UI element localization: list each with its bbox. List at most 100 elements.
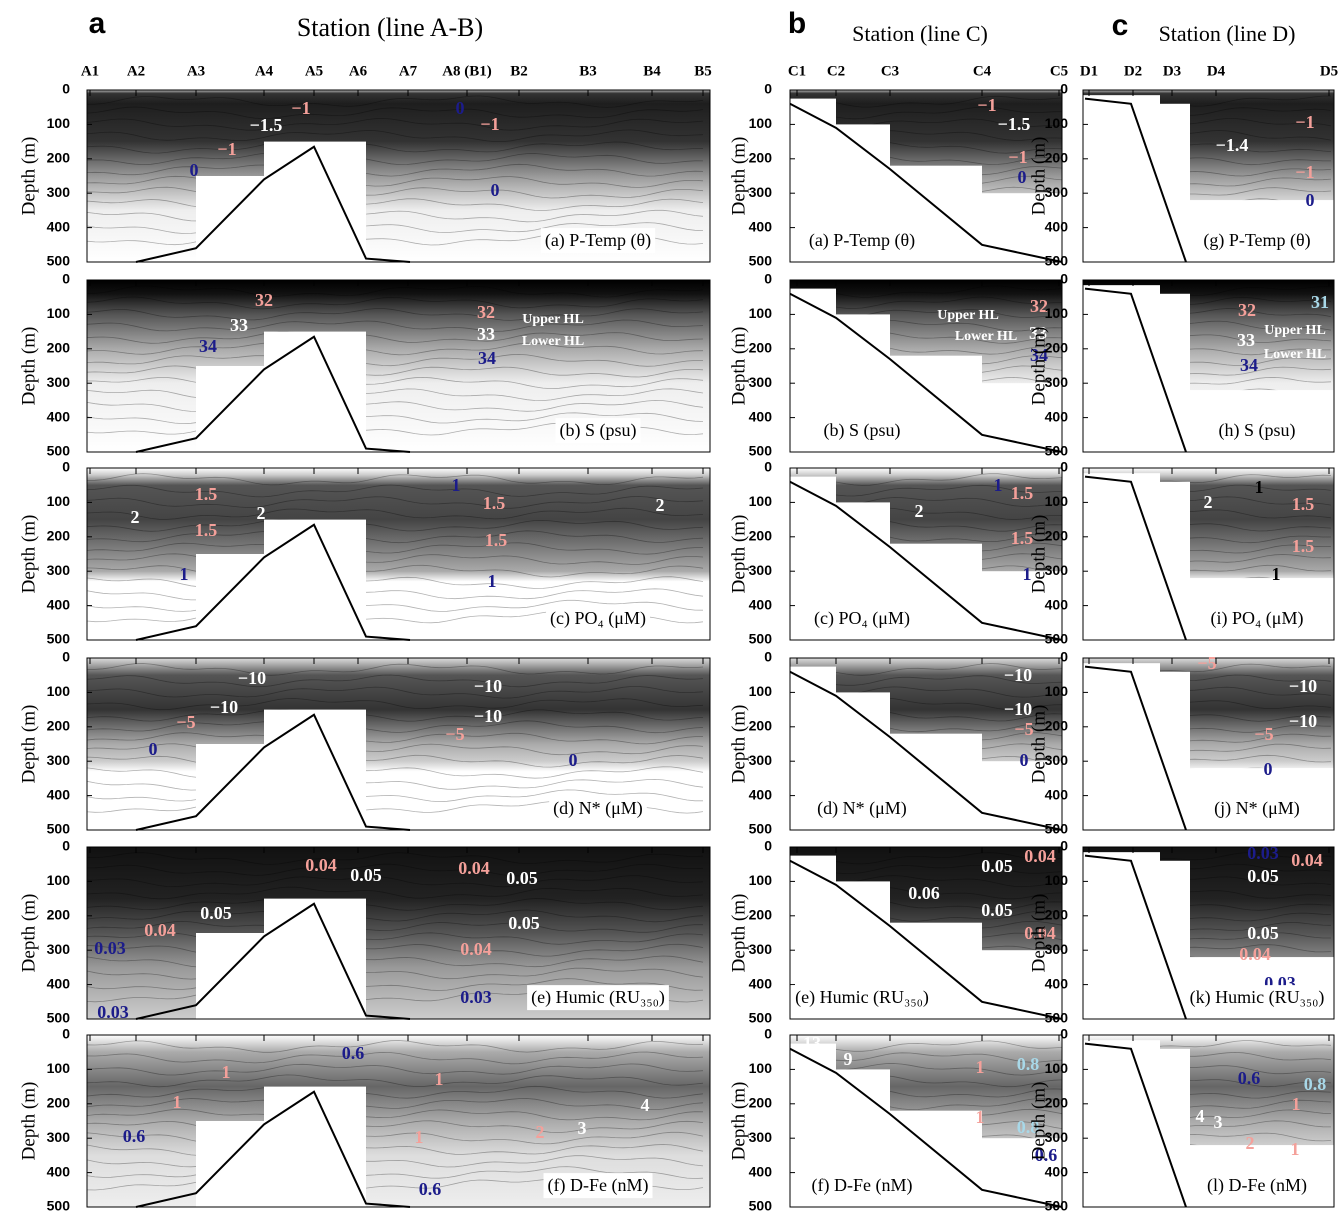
contour-label: −1 — [1295, 162, 1314, 182]
station-label: A6 — [349, 63, 368, 79]
panel-title-bg — [1214, 418, 1300, 444]
y-tick-label: 200 — [47, 150, 71, 166]
no-data-area — [1083, 663, 1160, 830]
contour-label: 32 — [477, 302, 495, 322]
contour-line — [86, 209, 704, 223]
contour-line — [86, 198, 704, 212]
bathymetry — [1084, 287, 1187, 453]
contour-line — [86, 141, 703, 154]
panel-title-bg — [1210, 796, 1304, 822]
contour-label: −1 — [1008, 147, 1027, 167]
contour-line — [86, 564, 704, 578]
contour-label: 1.5 — [1292, 494, 1315, 514]
station-label: C4 — [973, 63, 992, 79]
contour-label: 1 — [976, 1057, 985, 1077]
y-tick-label: 300 — [47, 184, 71, 200]
y-tick-label: 400 — [47, 596, 71, 612]
contour-label: 32 — [1030, 296, 1048, 316]
y-tick-label: 500 — [1045, 1010, 1069, 1026]
y-tick-label: 300 — [1045, 941, 1069, 957]
contour-label: 1 — [180, 564, 189, 584]
contour-label: 4 — [641, 1095, 650, 1115]
contour-label: −1.5 — [998, 114, 1031, 134]
contour-label: −10 — [1004, 665, 1032, 685]
contour-label: 0.03 — [460, 987, 492, 1007]
bathymetry — [135, 335, 411, 453]
contour-label: 0.04 — [1024, 923, 1056, 943]
contour-line — [86, 955, 704, 968]
y-tick-label: 200 — [1045, 718, 1069, 734]
panel-title: (e) Humic (RU₃₅₀) — [795, 987, 929, 1008]
station-label: A7 — [399, 63, 418, 79]
contour-label: −10 — [1289, 711, 1317, 731]
bathymetry — [1084, 854, 1187, 1020]
bathymetry — [789, 292, 1063, 453]
bathymetry — [789, 670, 1063, 831]
no-data-area — [982, 950, 1062, 1019]
contour-line — [86, 496, 704, 509]
no-data-area — [982, 383, 1062, 452]
panel-letter: a — [89, 7, 106, 40]
y-tick-label: 0 — [764, 838, 772, 854]
panel-letter: c — [1112, 9, 1129, 42]
panel-title: (i) PO₄ (μM) — [1211, 608, 1304, 629]
y-tick-label: 200 — [749, 150, 773, 166]
y-tick-label: 400 — [1045, 1163, 1069, 1179]
panel-frame — [1082, 846, 1335, 1020]
station-label: A2 — [127, 63, 145, 79]
contour-line — [86, 175, 704, 188]
no-data-area — [264, 898, 366, 1019]
station-label: A4 — [255, 63, 274, 79]
contour-label: 0.04 — [460, 939, 492, 959]
contour-label: Upper HL — [1264, 323, 1326, 338]
y-tick-label: 0 — [1060, 1026, 1068, 1042]
contour-line — [86, 909, 704, 923]
contour-label: −5 — [1254, 724, 1273, 744]
panel-frame — [86, 846, 711, 1020]
y-tick-label: 400 — [47, 408, 71, 424]
y-axis-label: Depth (m) — [728, 515, 749, 594]
contour-label: 2 — [915, 501, 924, 521]
y-tick-label: 0 — [62, 649, 70, 665]
contour-label: −10 — [238, 668, 266, 688]
contour-label: 34 — [478, 348, 496, 368]
contour-line — [86, 473, 704, 486]
y-tick-label: 500 — [47, 631, 71, 647]
contour-label: 2 — [131, 507, 140, 527]
y-tick-label: 300 — [47, 374, 71, 390]
y-tick-label: 400 — [47, 975, 71, 991]
y-tick-label: 200 — [749, 718, 773, 734]
contour-line — [86, 686, 704, 699]
contour-line — [86, 553, 704, 566]
bathymetry — [789, 859, 1063, 1020]
panel-title: (f) D-Fe (nM) — [812, 1175, 913, 1196]
contour-label: 0.05 — [508, 913, 540, 933]
panel-title-bg — [546, 606, 650, 632]
contour-label: 0 — [456, 98, 465, 118]
y-tick-label: 400 — [47, 1163, 71, 1179]
contour-label: 0 — [1020, 750, 1029, 770]
y-tick-label: 400 — [1045, 786, 1069, 802]
station-label: A1 — [81, 63, 99, 79]
contour-label: 1 — [222, 1062, 231, 1082]
contour-label: −1 — [977, 95, 996, 115]
contour-label: Upper HL — [522, 312, 584, 327]
contour-line — [86, 163, 704, 177]
station-label: A3 — [187, 63, 205, 79]
contour-line — [86, 530, 704, 544]
contour-line — [86, 342, 704, 356]
contour-label: 0.05 — [350, 865, 382, 885]
y-tick-label: 0 — [764, 459, 772, 475]
bathymetry — [789, 1047, 1063, 1208]
station-label: D4 — [1207, 63, 1226, 79]
contour-line — [86, 376, 704, 390]
contour-label: −10 — [1289, 676, 1317, 696]
panel-frame — [86, 279, 711, 453]
no-data-area — [1083, 285, 1160, 452]
y-tick-label: 100 — [47, 115, 71, 131]
bathymetry — [1084, 665, 1187, 831]
contour-label: 34 — [199, 336, 217, 356]
panel-letter: b — [788, 7, 806, 40]
y-tick-label: 100 — [1045, 493, 1069, 509]
